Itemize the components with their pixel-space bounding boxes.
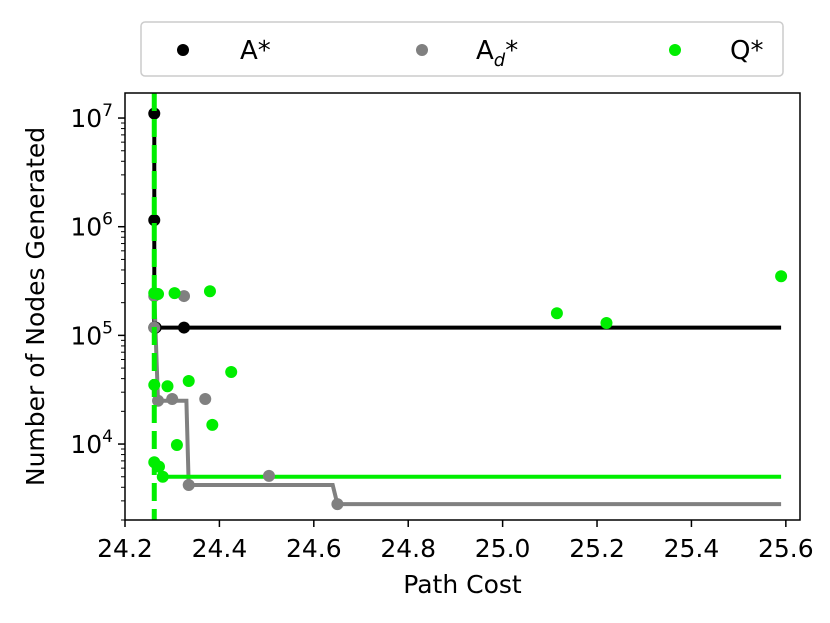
data-point-1-7 bbox=[262, 469, 275, 482]
data-point-2-9 bbox=[182, 375, 195, 388]
x-tick-label-0: 24.2 bbox=[97, 534, 153, 563]
data-point-2-14 bbox=[600, 316, 613, 329]
legend-entry-0: A* bbox=[240, 36, 271, 66]
x-tick-label-3: 24.8 bbox=[380, 534, 436, 563]
legend-entry-1: Ad* bbox=[476, 36, 518, 71]
data-point-1-6 bbox=[199, 392, 212, 405]
x-tick-label-7: 25.6 bbox=[758, 534, 814, 563]
x-axis-label: Path Cost bbox=[403, 570, 522, 599]
data-point-2-15 bbox=[775, 270, 788, 283]
data-point-2-11 bbox=[206, 418, 219, 431]
data-point-1-8 bbox=[331, 498, 344, 511]
y-tick-label-3: 107 bbox=[70, 101, 113, 133]
legend-marker-1 bbox=[416, 44, 428, 56]
data-point-1-5 bbox=[182, 478, 195, 491]
series-line-2 bbox=[152, 461, 782, 479]
y-tick-label-1: 105 bbox=[70, 318, 113, 350]
series-line-0 bbox=[152, 113, 782, 330]
data-point-2-7 bbox=[168, 287, 181, 300]
x-tick-label-2: 24.6 bbox=[286, 534, 342, 563]
y-axis-label: Number of Nodes Generated bbox=[21, 127, 50, 486]
data-point-2-12 bbox=[225, 366, 238, 379]
y-tick-label-0: 104 bbox=[70, 427, 113, 459]
x-tick-label-6: 25.4 bbox=[664, 534, 720, 563]
y-tick-label-2: 106 bbox=[70, 210, 113, 242]
axes: 24.2 24.4 24.6 24.8 25.0 25.2 25.4 25.6 104 105 10… bbox=[21, 92, 814, 599]
legend-box bbox=[140, 21, 784, 77]
legend: A* Ad* Q* bbox=[140, 21, 784, 77]
data-point-0-0 bbox=[148, 107, 161, 120]
x-tick-label-4: 25.0 bbox=[475, 534, 531, 563]
data-point-0-4 bbox=[178, 321, 191, 334]
legend-marker-0 bbox=[177, 44, 189, 56]
x-tick-label-1: 24.4 bbox=[192, 534, 248, 563]
data-point-1-4 bbox=[178, 290, 191, 303]
plot-frame bbox=[124, 92, 801, 521]
data-point-1-3 bbox=[166, 392, 179, 405]
plot-area bbox=[148, 93, 788, 520]
data-point-1-2 bbox=[152, 394, 165, 407]
data-point-2-6 bbox=[161, 380, 174, 393]
data-point-2-5 bbox=[156, 470, 169, 483]
x-tick-label-5: 25.2 bbox=[569, 534, 625, 563]
legend-entry-2: Q* bbox=[730, 36, 763, 66]
data-point-2-13 bbox=[550, 307, 563, 320]
data-point-2-10 bbox=[203, 285, 216, 298]
legend-marker-2 bbox=[669, 44, 681, 56]
data-point-0-1 bbox=[148, 214, 161, 227]
data-point-2-8 bbox=[170, 438, 183, 451]
